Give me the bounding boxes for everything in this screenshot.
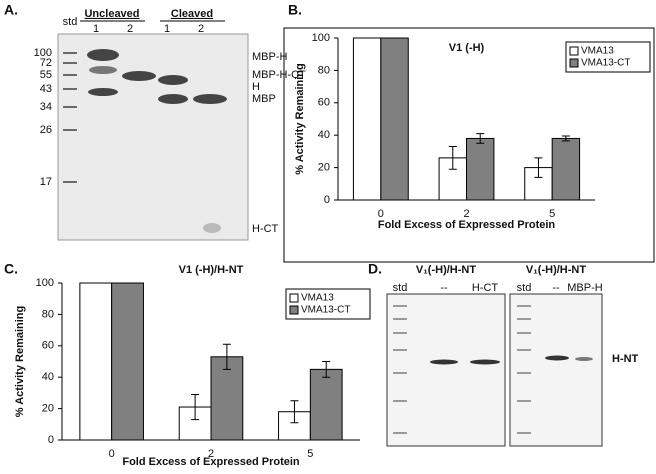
gel-d: V₁(-H)/H-NT V₁(-H)/H-NT std -- H-CT std … xyxy=(386,264,639,447)
lane-number: 1 xyxy=(93,23,99,35)
lane-number: 2 xyxy=(127,23,133,35)
marker: 43 xyxy=(40,83,52,95)
y-tick-label: 20 xyxy=(42,403,54,415)
legend-label: VMA13 xyxy=(301,293,334,304)
error-bar xyxy=(290,400,299,424)
gel xyxy=(57,33,249,241)
y-tick-label: 100 xyxy=(36,277,54,289)
chart-title: V1 (-H) xyxy=(449,42,485,54)
legend-box xyxy=(285,288,371,320)
lane-label: std xyxy=(517,282,532,294)
legend-box xyxy=(565,41,651,73)
x-axis-label: Fold Excess of Expressed Protein xyxy=(378,219,556,231)
bar xyxy=(79,282,113,441)
chart-frame xyxy=(283,27,655,263)
y-tick-label: 40 xyxy=(318,129,330,141)
legend-swatch xyxy=(289,293,299,303)
marker: 26 xyxy=(40,124,52,136)
std-ladder xyxy=(63,52,77,183)
gel-a: std Uncleaved Cleaved 1 2 1 2 100 72 55 … xyxy=(34,8,306,241)
lane-number: 1 xyxy=(164,23,170,35)
y-tick-label: 60 xyxy=(42,340,54,352)
x-axis-label: Fold Excess of Expressed Protein xyxy=(122,456,300,468)
x-tick-label: 2 xyxy=(463,208,469,220)
error-bar xyxy=(561,135,570,142)
x-tick-label: 5 xyxy=(549,208,555,220)
y-tick-label: 100 xyxy=(312,32,330,44)
y-tick-label: 20 xyxy=(318,162,330,174)
band-label: MBP xyxy=(252,93,276,105)
bar xyxy=(309,368,343,441)
marker: 34 xyxy=(40,101,52,113)
y-tick-label: 60 xyxy=(318,97,330,109)
y-tick-label: 0 xyxy=(324,194,330,206)
error-bar xyxy=(448,146,457,170)
x-tick-label: 5 xyxy=(307,448,313,460)
error-bar xyxy=(322,361,331,378)
error-bar xyxy=(222,343,231,370)
lane-number: 2 xyxy=(198,23,204,35)
lane-label: std xyxy=(393,282,408,294)
gel-bands xyxy=(430,355,593,365)
legend-label: VMA13-CT xyxy=(301,305,350,316)
x-tick-label: 2 xyxy=(208,448,214,460)
band-label: H xyxy=(252,81,260,93)
group-label: Uncleaved xyxy=(84,8,139,20)
bar xyxy=(524,167,553,201)
panel-label: B. xyxy=(288,2,302,18)
bar xyxy=(352,37,382,201)
marker: 17 xyxy=(40,176,52,188)
panel-label: D. xyxy=(368,261,382,277)
band-label: MBP-H xyxy=(252,51,288,63)
y-axis-label: % Activity Remaining xyxy=(14,306,26,417)
lane-label: -- xyxy=(552,282,560,294)
gel-bands xyxy=(87,49,227,233)
panel-label: A. xyxy=(4,2,18,18)
legend-swatch xyxy=(569,58,579,68)
error-bar xyxy=(476,133,485,144)
lane-label: std xyxy=(63,16,78,28)
legend-label: VMA13 xyxy=(581,46,614,57)
band-label: MBP-H-CT xyxy=(252,69,306,81)
bar xyxy=(380,37,409,201)
lane-label: H-CT xyxy=(472,282,499,294)
y-tick-label: 80 xyxy=(42,308,54,320)
gel-title: V₁(-H)/H-NT xyxy=(416,264,476,276)
x-tick-label: 0 xyxy=(378,208,384,220)
std-ladder xyxy=(393,305,531,434)
group-label: Cleaved xyxy=(171,8,213,20)
panel-label: C. xyxy=(4,261,18,277)
y-tick-label: 80 xyxy=(318,64,330,76)
y-tick-label: 40 xyxy=(42,371,54,383)
x-tick-label: 0 xyxy=(109,448,115,460)
gel xyxy=(509,293,603,447)
lane-label: MBP-H xyxy=(567,282,603,294)
chart-title: V1 (-H)/H-NT xyxy=(179,264,244,276)
legend-swatch xyxy=(569,46,579,56)
marker: 55 xyxy=(40,69,52,81)
gel-title: V₁(-H)/H-NT xyxy=(526,264,586,276)
marker: 72 xyxy=(40,57,52,69)
legend-label: VMA13-CT xyxy=(581,58,630,69)
error-bar xyxy=(191,393,200,421)
y-tick-label: 0 xyxy=(48,434,54,446)
legend-swatch xyxy=(289,305,299,315)
bar xyxy=(111,282,144,441)
band-label: H-NT xyxy=(612,353,639,365)
marker: 100 xyxy=(34,47,52,59)
gel xyxy=(386,293,506,447)
y-axis-label: % Activity Remaining xyxy=(294,63,306,174)
bar xyxy=(551,137,581,201)
bar xyxy=(466,137,495,201)
lane-label: -- xyxy=(440,282,448,294)
band-label: H-CT xyxy=(252,223,279,235)
error-bar xyxy=(534,157,543,178)
